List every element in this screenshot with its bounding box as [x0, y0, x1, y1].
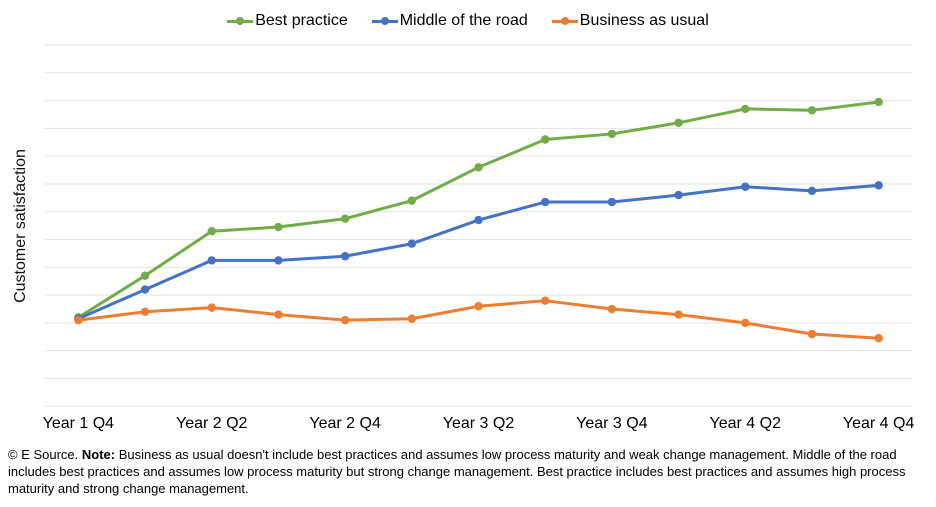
data-point-best-practice — [674, 118, 683, 128]
data-point-best-practice — [807, 106, 817, 115]
best-practice-line-marker-icon — [227, 16, 254, 26]
data-point-business-as-usual — [874, 334, 883, 343]
footnote-note-label: Note: — [81, 447, 116, 462]
x-tick-label: Year 3 Q4 — [576, 415, 648, 432]
legend-label-middle-of-the-road: Middle of the road — [399, 12, 528, 29]
data-point-business-as-usual — [607, 304, 617, 314]
data-point-business-as-usual — [74, 315, 83, 325]
data-point-middle-of-the-road — [607, 197, 617, 207]
data-point-business-as-usual — [274, 310, 283, 319]
data-point-best-practice — [140, 271, 150, 280]
footnote: © E Source. Note: Business as usual does… — [8, 447, 930, 498]
series-line-best-practice — [76, 100, 881, 319]
data-point-best-practice — [407, 196, 417, 205]
data-point-best-practice — [874, 97, 883, 107]
data-point-middle-of-the-road — [207, 256, 216, 265]
data-point-middle-of-the-road — [874, 181, 883, 190]
data-point-best-practice — [540, 135, 550, 144]
data-point-business-as-usual — [474, 302, 483, 311]
data-point-best-practice — [607, 129, 617, 139]
data-point-middle-of-the-road — [807, 186, 817, 196]
data-point-middle-of-the-road — [540, 197, 550, 207]
data-point-business-as-usual — [674, 310, 683, 319]
x-tick-label: Year 3 Q2 — [442, 415, 515, 432]
data-point-middle-of-the-road — [674, 190, 683, 200]
x-tick-label: Year 4 Q2 — [709, 415, 781, 432]
y-axis-title: Customer satisfaction — [12, 149, 29, 303]
data-point-best-practice — [207, 227, 216, 236]
footnote-body: Business as usual doesn't include best p… — [8, 447, 906, 496]
data-point-best-practice — [741, 104, 750, 114]
data-point-middle-of-the-road — [274, 256, 283, 265]
x-tick-label: Year 1 Q4 — [42, 415, 115, 432]
chart-legend: Best practice Middle of the road Busines… — [0, 8, 936, 34]
data-point-business-as-usual — [741, 318, 750, 328]
data-point-middle-of-the-road — [407, 239, 417, 248]
data-point-best-practice — [274, 222, 283, 232]
middle-of-the-road-line-marker-icon — [371, 16, 398, 26]
data-point-middle-of-the-road — [474, 215, 483, 225]
x-tick-label: Year 2 Q2 — [175, 415, 248, 432]
data-point-middle-of-the-road — [140, 285, 150, 294]
data-point-middle-of-the-road — [741, 182, 750, 191]
data-point-business-as-usual — [407, 314, 417, 323]
data-point-middle-of-the-road — [340, 252, 350, 261]
data-point-best-practice — [474, 163, 483, 172]
data-point-business-as-usual — [540, 296, 550, 305]
business-as-usual-line-marker-icon — [551, 16, 578, 26]
x-tick-label: Year 4 Q4 — [842, 415, 915, 432]
plot-area — [45, 44, 912, 407]
x-axis-tick-labels: Year 1 Q4 Year 2 Q2 Year 2 Q4 Year 3 Q2 Year… — [0, 415, 936, 437]
legend-label-business-as-usual: Business as usual — [579, 12, 709, 29]
data-point-business-as-usual — [140, 307, 150, 317]
data-point-business-as-usual — [207, 303, 216, 312]
data-point-business-as-usual — [340, 315, 350, 325]
data-point-best-practice — [340, 214, 350, 223]
x-tick-label: Year 2 Q4 — [309, 415, 381, 432]
legend-item-middle-of-the-road: Middle of the road — [371, 12, 528, 30]
legend-item-business-as-usual: Business as usual — [551, 12, 709, 30]
data-point-business-as-usual — [807, 329, 817, 339]
footnote-source: © E Source. — [8, 447, 82, 462]
legend-label-best-practice: Best practice — [255, 12, 348, 29]
legend-item-best-practice: Best practice — [227, 12, 348, 30]
series-line-middle-of-the-road — [76, 183, 881, 321]
